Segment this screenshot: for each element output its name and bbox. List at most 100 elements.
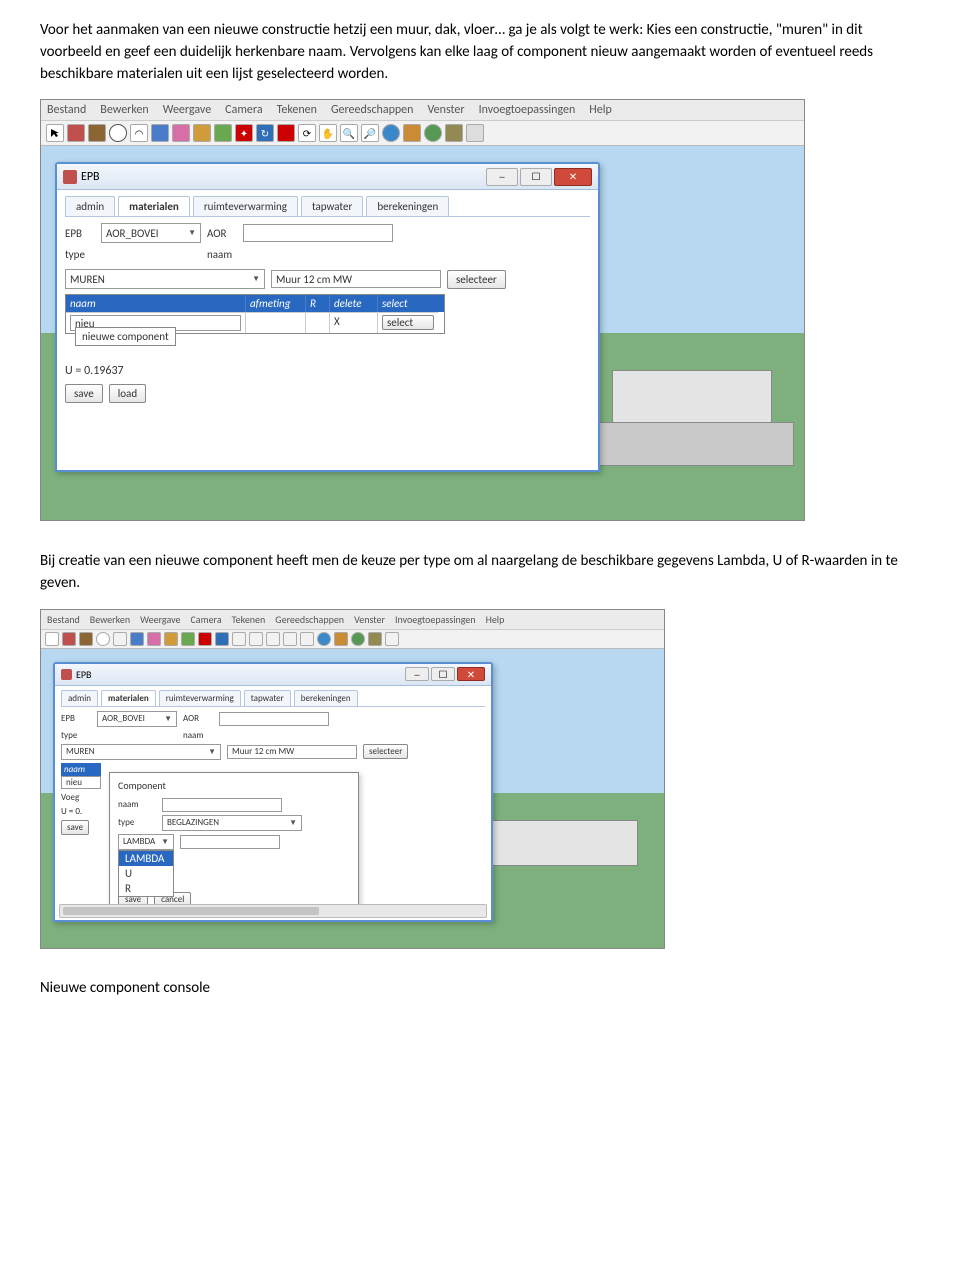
menu-weergave[interactable]: Weergave [163, 103, 211, 117]
tool-push-icon[interactable] [130, 632, 144, 646]
row-select-button[interactable]: select [382, 315, 434, 330]
window-titlebar-2[interactable]: EPB ─ ☐ ✕ [55, 664, 491, 686]
menu-help[interactable]: Help [486, 613, 505, 626]
menu-tekenen[interactable]: Tekenen [277, 103, 317, 117]
tool-move-icon[interactable] [198, 632, 212, 646]
tool-zoom-icon[interactable]: 🔍 [340, 124, 358, 142]
maximize-button[interactable]: ☐ [431, 667, 455, 681]
constructie-type-select-2[interactable]: MUREN▼ [61, 744, 221, 760]
tool-pan-icon[interactable]: ✋ [319, 124, 337, 142]
tool-orbit-icon[interactable]: ⟳ [298, 124, 316, 142]
menu-venster[interactable]: Venster [354, 613, 385, 626]
tab-ruimteverwarming[interactable]: ruimteverwarming [193, 196, 298, 216]
close-button[interactable]: ✕ [457, 667, 485, 681]
tool-paint-icon[interactable] [214, 124, 232, 142]
tool-eraser-icon[interactable] [147, 632, 161, 646]
menu-invoegtoepassingen[interactable]: Invoegtoepassingen [395, 613, 476, 626]
tool-arc-icon[interactable]: ◠ [130, 124, 148, 142]
tab-tapwater[interactable]: tapwater [244, 690, 291, 706]
tab-tapwater[interactable]: tapwater [301, 196, 363, 216]
row-r[interactable] [306, 312, 330, 333]
tab-berekeningen[interactable]: berekeningen [366, 196, 449, 216]
menu-tekenen[interactable]: Tekenen [232, 613, 266, 626]
tool-offset-icon[interactable] [277, 124, 295, 142]
popup-lambda-options[interactable]: LAMBDA U R [118, 850, 174, 897]
minimize-button[interactable]: ─ [405, 667, 429, 681]
epb-type-select[interactable]: AOR_BOVEI▼ [101, 223, 201, 243]
popup-type-select[interactable]: BEGLAZINGEN▼ [162, 815, 302, 831]
selecteer-button[interactable]: selecteer [447, 270, 506, 289]
tool-arrow-icon[interactable] [45, 632, 59, 646]
menu-bewerken[interactable]: Bewerken [100, 103, 148, 117]
tool-pencil-icon[interactable] [67, 124, 85, 142]
tab-berekeningen[interactable]: berekeningen [294, 690, 358, 706]
tool-zoomext-icon[interactable] [300, 632, 314, 646]
aor-naam-input-2[interactable] [219, 712, 329, 726]
tool-box-icon[interactable] [368, 632, 382, 646]
tool-zoomext-icon[interactable]: 🔎 [361, 124, 379, 142]
tab-admin[interactable]: admin [65, 196, 115, 216]
menu-weergave[interactable]: Weergave [140, 613, 180, 626]
load-button[interactable]: load [109, 384, 146, 403]
tool-tape-icon[interactable] [164, 632, 178, 646]
menu-venster[interactable]: Venster [427, 103, 464, 117]
tool-pencil-icon[interactable] [62, 632, 76, 646]
tool-offset-icon[interactable] [232, 632, 246, 646]
window-titlebar[interactable]: EPB ─ ☐ ✕ [57, 164, 598, 190]
row-naam-input-2[interactable]: nieu [61, 776, 101, 789]
horizontal-scrollbar[interactable] [59, 904, 487, 918]
tool-misc-icon[interactable] [466, 124, 484, 142]
menu-bewerken[interactable]: Bewerken [90, 613, 130, 626]
aor-naam-input[interactable] [243, 224, 393, 242]
tool-zoom-icon[interactable] [283, 632, 297, 646]
menu-camera[interactable]: Camera [225, 103, 262, 117]
constructie-naam-input[interactable]: Muur 12 cm MW [271, 270, 441, 288]
tool-circle-icon[interactable] [96, 632, 110, 646]
tool-orbit-icon[interactable] [249, 632, 263, 646]
tab-admin[interactable]: admin [61, 690, 98, 706]
tool-globe-icon[interactable] [317, 632, 331, 646]
tool-circle-icon[interactable] [109, 124, 127, 142]
menu-camera[interactable]: Camera [190, 613, 221, 626]
close-button[interactable]: ✕ [554, 168, 592, 186]
tool-eraser-icon[interactable] [172, 124, 190, 142]
menu-help[interactable]: Help [589, 103, 612, 117]
tab-materialen[interactable]: materialen [101, 690, 156, 706]
constructie-type-select[interactable]: MUREN▼ [65, 269, 265, 289]
tool-earth-icon[interactable] [351, 632, 365, 646]
menu-gereedschappen[interactable]: Gereedschappen [331, 103, 414, 117]
tool-globe-icon[interactable] [382, 124, 400, 142]
save-button[interactable]: save [65, 384, 103, 403]
autocomplete-suggestion[interactable]: nieuwe component [75, 327, 176, 346]
menu-bestand[interactable]: Bestand [47, 613, 80, 626]
constructie-naam-input-2[interactable]: Muur 12 cm MW [227, 745, 357, 759]
tool-misc-icon[interactable] [385, 632, 399, 646]
tool-tape-icon[interactable] [193, 124, 211, 142]
option-r[interactable]: R [119, 881, 173, 896]
tab-materialen[interactable]: materialen [118, 196, 190, 216]
save-button-2[interactable]: save [61, 820, 89, 835]
popup-lambda-input[interactable] [180, 835, 280, 849]
option-u[interactable]: U [119, 866, 173, 881]
minimize-button[interactable]: ─ [486, 168, 518, 186]
tool-earth-icon[interactable] [424, 124, 442, 142]
tool-person-icon[interactable] [403, 124, 421, 142]
tool-rotate-icon[interactable]: ↻ [256, 124, 274, 142]
tool-arc-icon[interactable] [113, 632, 127, 646]
popup-naam-input[interactable] [162, 798, 282, 812]
epb-type-select-2[interactable]: AOR_BOVEI▼ [97, 711, 177, 727]
tool-arrow-icon[interactable] [46, 124, 64, 142]
tool-move-icon[interactable]: ✦ [235, 124, 253, 142]
maximize-button[interactable]: ☐ [520, 168, 552, 186]
tool-push-icon[interactable] [151, 124, 169, 142]
tool-person-icon[interactable] [334, 632, 348, 646]
tab-ruimteverwarming[interactable]: ruimteverwarming [159, 690, 241, 706]
option-lambda[interactable]: LAMBDA [119, 851, 173, 866]
selecteer-button-2[interactable]: selecteer [363, 744, 408, 759]
menu-gereedschappen[interactable]: Gereedschappen [275, 613, 344, 626]
row-delete[interactable]: X [330, 312, 378, 333]
tool-paint-icon[interactable] [181, 632, 195, 646]
menu-invoegtoepassingen[interactable]: Invoegtoepassingen [479, 103, 576, 117]
scrollbar-thumb[interactable] [63, 907, 319, 915]
menu-bestand[interactable]: Bestand [47, 103, 86, 117]
